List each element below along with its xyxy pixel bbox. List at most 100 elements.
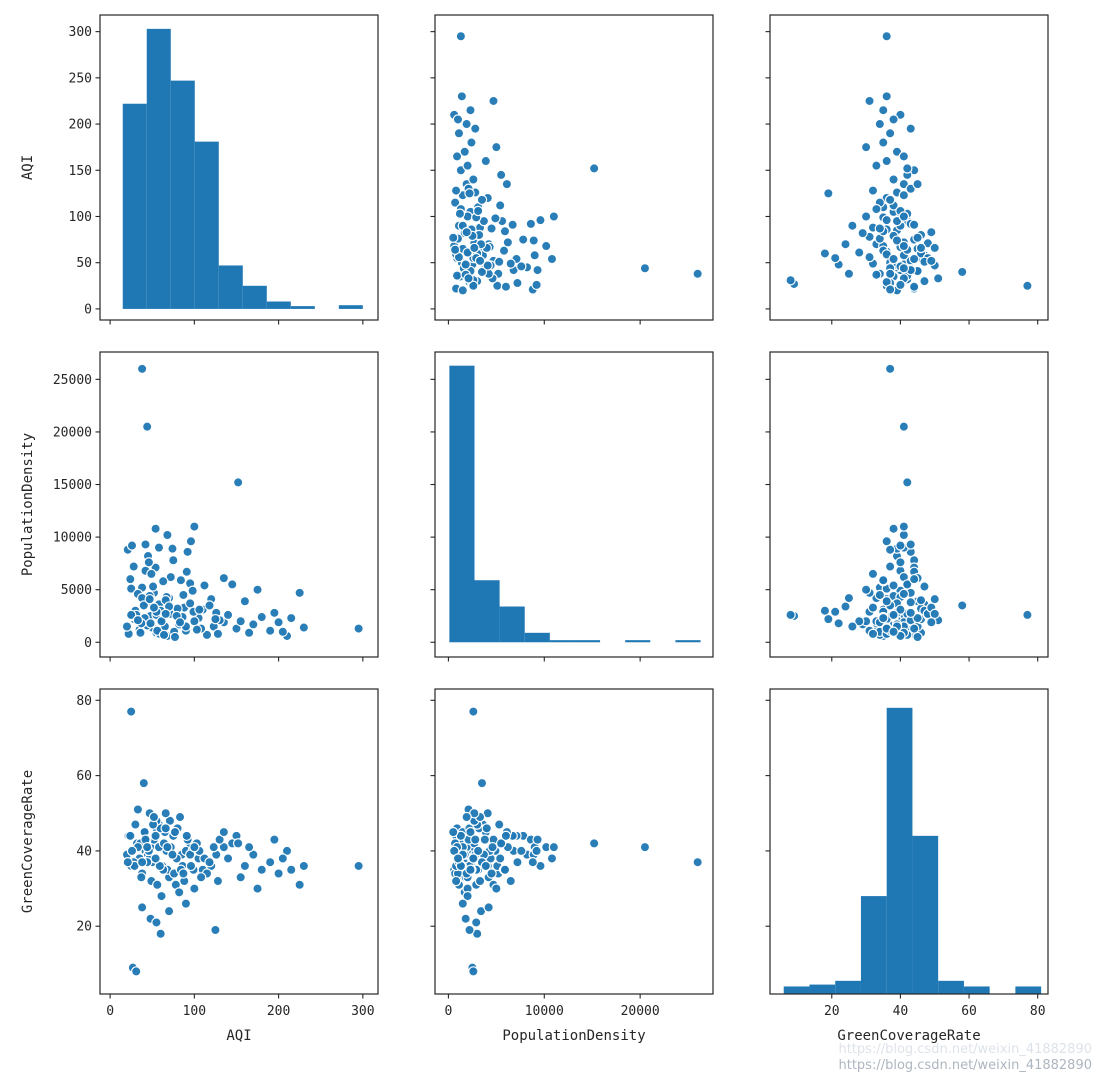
y-tick-label: 5000 xyxy=(61,583,92,598)
scatter-point xyxy=(470,834,481,845)
y-tick-label: 300 xyxy=(69,25,92,40)
scatter-point xyxy=(194,604,205,615)
scatter-point xyxy=(141,421,153,432)
scatter-point xyxy=(898,240,910,252)
scatter-point xyxy=(468,966,479,977)
scatter-point xyxy=(833,618,844,629)
scatter-point xyxy=(448,826,459,838)
scatter-point xyxy=(468,174,479,185)
scatter-point xyxy=(235,616,246,627)
x-axis-label: GreenCoverageRate xyxy=(837,1028,980,1044)
scatter-point xyxy=(476,777,488,789)
scatter-point xyxy=(210,613,221,625)
scatter-point xyxy=(156,890,167,902)
scatter-point xyxy=(243,841,255,853)
plot-background xyxy=(435,15,713,320)
scatter-point xyxy=(871,269,882,280)
scatter-point xyxy=(692,857,703,868)
scatter-point xyxy=(854,247,865,258)
watermark-line-faint: https://blog.csdn.net/weixin_41882890 xyxy=(838,1042,1092,1057)
scatter-point xyxy=(121,621,133,632)
scatter-point xyxy=(148,811,160,823)
scatter-point xyxy=(178,868,189,879)
watermark-line: https://blog.csdn.net/weixin_41882890 xyxy=(838,1058,1092,1073)
scatter-point xyxy=(898,521,910,532)
scatter-point xyxy=(895,557,906,568)
scatter-point xyxy=(517,234,529,245)
axes-spines xyxy=(434,14,714,321)
histogram-bar xyxy=(1015,986,1042,994)
scatter-point xyxy=(898,211,910,222)
scatter-point xyxy=(465,104,476,116)
scatter-point xyxy=(881,155,892,167)
scatter-point xyxy=(898,151,910,162)
scatter-point xyxy=(491,883,502,894)
scatter-point xyxy=(878,575,889,586)
axes-spines xyxy=(99,688,379,995)
scatter-point xyxy=(132,804,144,815)
y-axis-label: GreenCoverageRate xyxy=(20,770,36,913)
scatter-point xyxy=(881,596,892,607)
scatter-point xyxy=(501,178,513,190)
scatter-point xyxy=(157,576,169,587)
scatter-point xyxy=(144,593,155,605)
scatter-point xyxy=(185,536,197,547)
scatter-point xyxy=(898,421,910,432)
scatter-point xyxy=(168,555,179,566)
y-tick-label: 40 xyxy=(76,844,92,859)
y-tick-label: 150 xyxy=(69,164,92,179)
scatter-point xyxy=(639,263,651,274)
y-tick-label: 200 xyxy=(69,118,92,133)
scatter-point xyxy=(449,244,461,255)
scatter-point xyxy=(898,190,910,201)
scatter-point xyxy=(529,250,540,261)
scatter-point xyxy=(136,872,147,883)
scatter-point xyxy=(169,631,181,643)
cell-2-1-scatter: 0 10000 20000 xyxy=(430,688,714,1019)
histogram-bar xyxy=(675,640,701,643)
scatter-point xyxy=(130,819,141,830)
scatter-point xyxy=(1022,280,1033,292)
scatter-point xyxy=(895,604,906,615)
scatter-point xyxy=(541,240,552,252)
scatter-point xyxy=(264,625,276,636)
scatter-point xyxy=(884,194,896,206)
scatter-point xyxy=(639,841,651,853)
scatter-point xyxy=(857,227,868,239)
scatter-point xyxy=(457,285,468,296)
scatter-point xyxy=(546,853,558,864)
scatter-point xyxy=(239,860,251,872)
scatter-point xyxy=(830,606,841,617)
scatter-point xyxy=(461,811,472,823)
histogram-bar xyxy=(860,896,887,994)
scatter-point xyxy=(218,826,230,838)
scatter-point xyxy=(516,261,527,272)
scatter-point xyxy=(895,279,906,291)
cell-1-1-histogram xyxy=(430,351,714,662)
x-tick-label: 40 xyxy=(893,1004,909,1019)
scatter-point xyxy=(298,622,310,633)
scatter-point xyxy=(273,617,284,628)
scatter-point xyxy=(286,864,297,875)
scatter-point xyxy=(222,853,234,864)
scatter-point xyxy=(888,580,899,591)
scatter-point xyxy=(264,857,276,868)
scatter-point xyxy=(466,137,477,148)
scatter-point xyxy=(147,581,159,592)
scatter-point xyxy=(126,845,138,857)
scatter-point xyxy=(460,913,471,924)
scatter-point xyxy=(463,273,474,284)
scatter-point xyxy=(189,616,200,627)
histogram-bar xyxy=(122,103,147,309)
scatter-point xyxy=(448,232,459,243)
scatter-point xyxy=(915,242,927,254)
scatter-point xyxy=(494,200,506,211)
y-tick-label: 15000 xyxy=(53,478,92,493)
scatter-point xyxy=(505,875,516,887)
scatter-point xyxy=(486,868,497,879)
scatter-point xyxy=(926,226,937,238)
scatter-point xyxy=(180,898,192,909)
scatter-point xyxy=(884,544,896,555)
scatter-point xyxy=(457,898,468,909)
scatter-point xyxy=(482,260,493,271)
